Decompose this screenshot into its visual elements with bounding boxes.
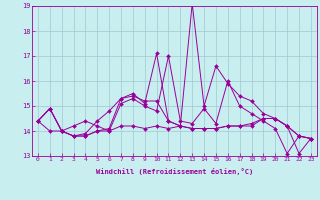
X-axis label: Windchill (Refroidissement éolien,°C): Windchill (Refroidissement éolien,°C) — [96, 168, 253, 175]
